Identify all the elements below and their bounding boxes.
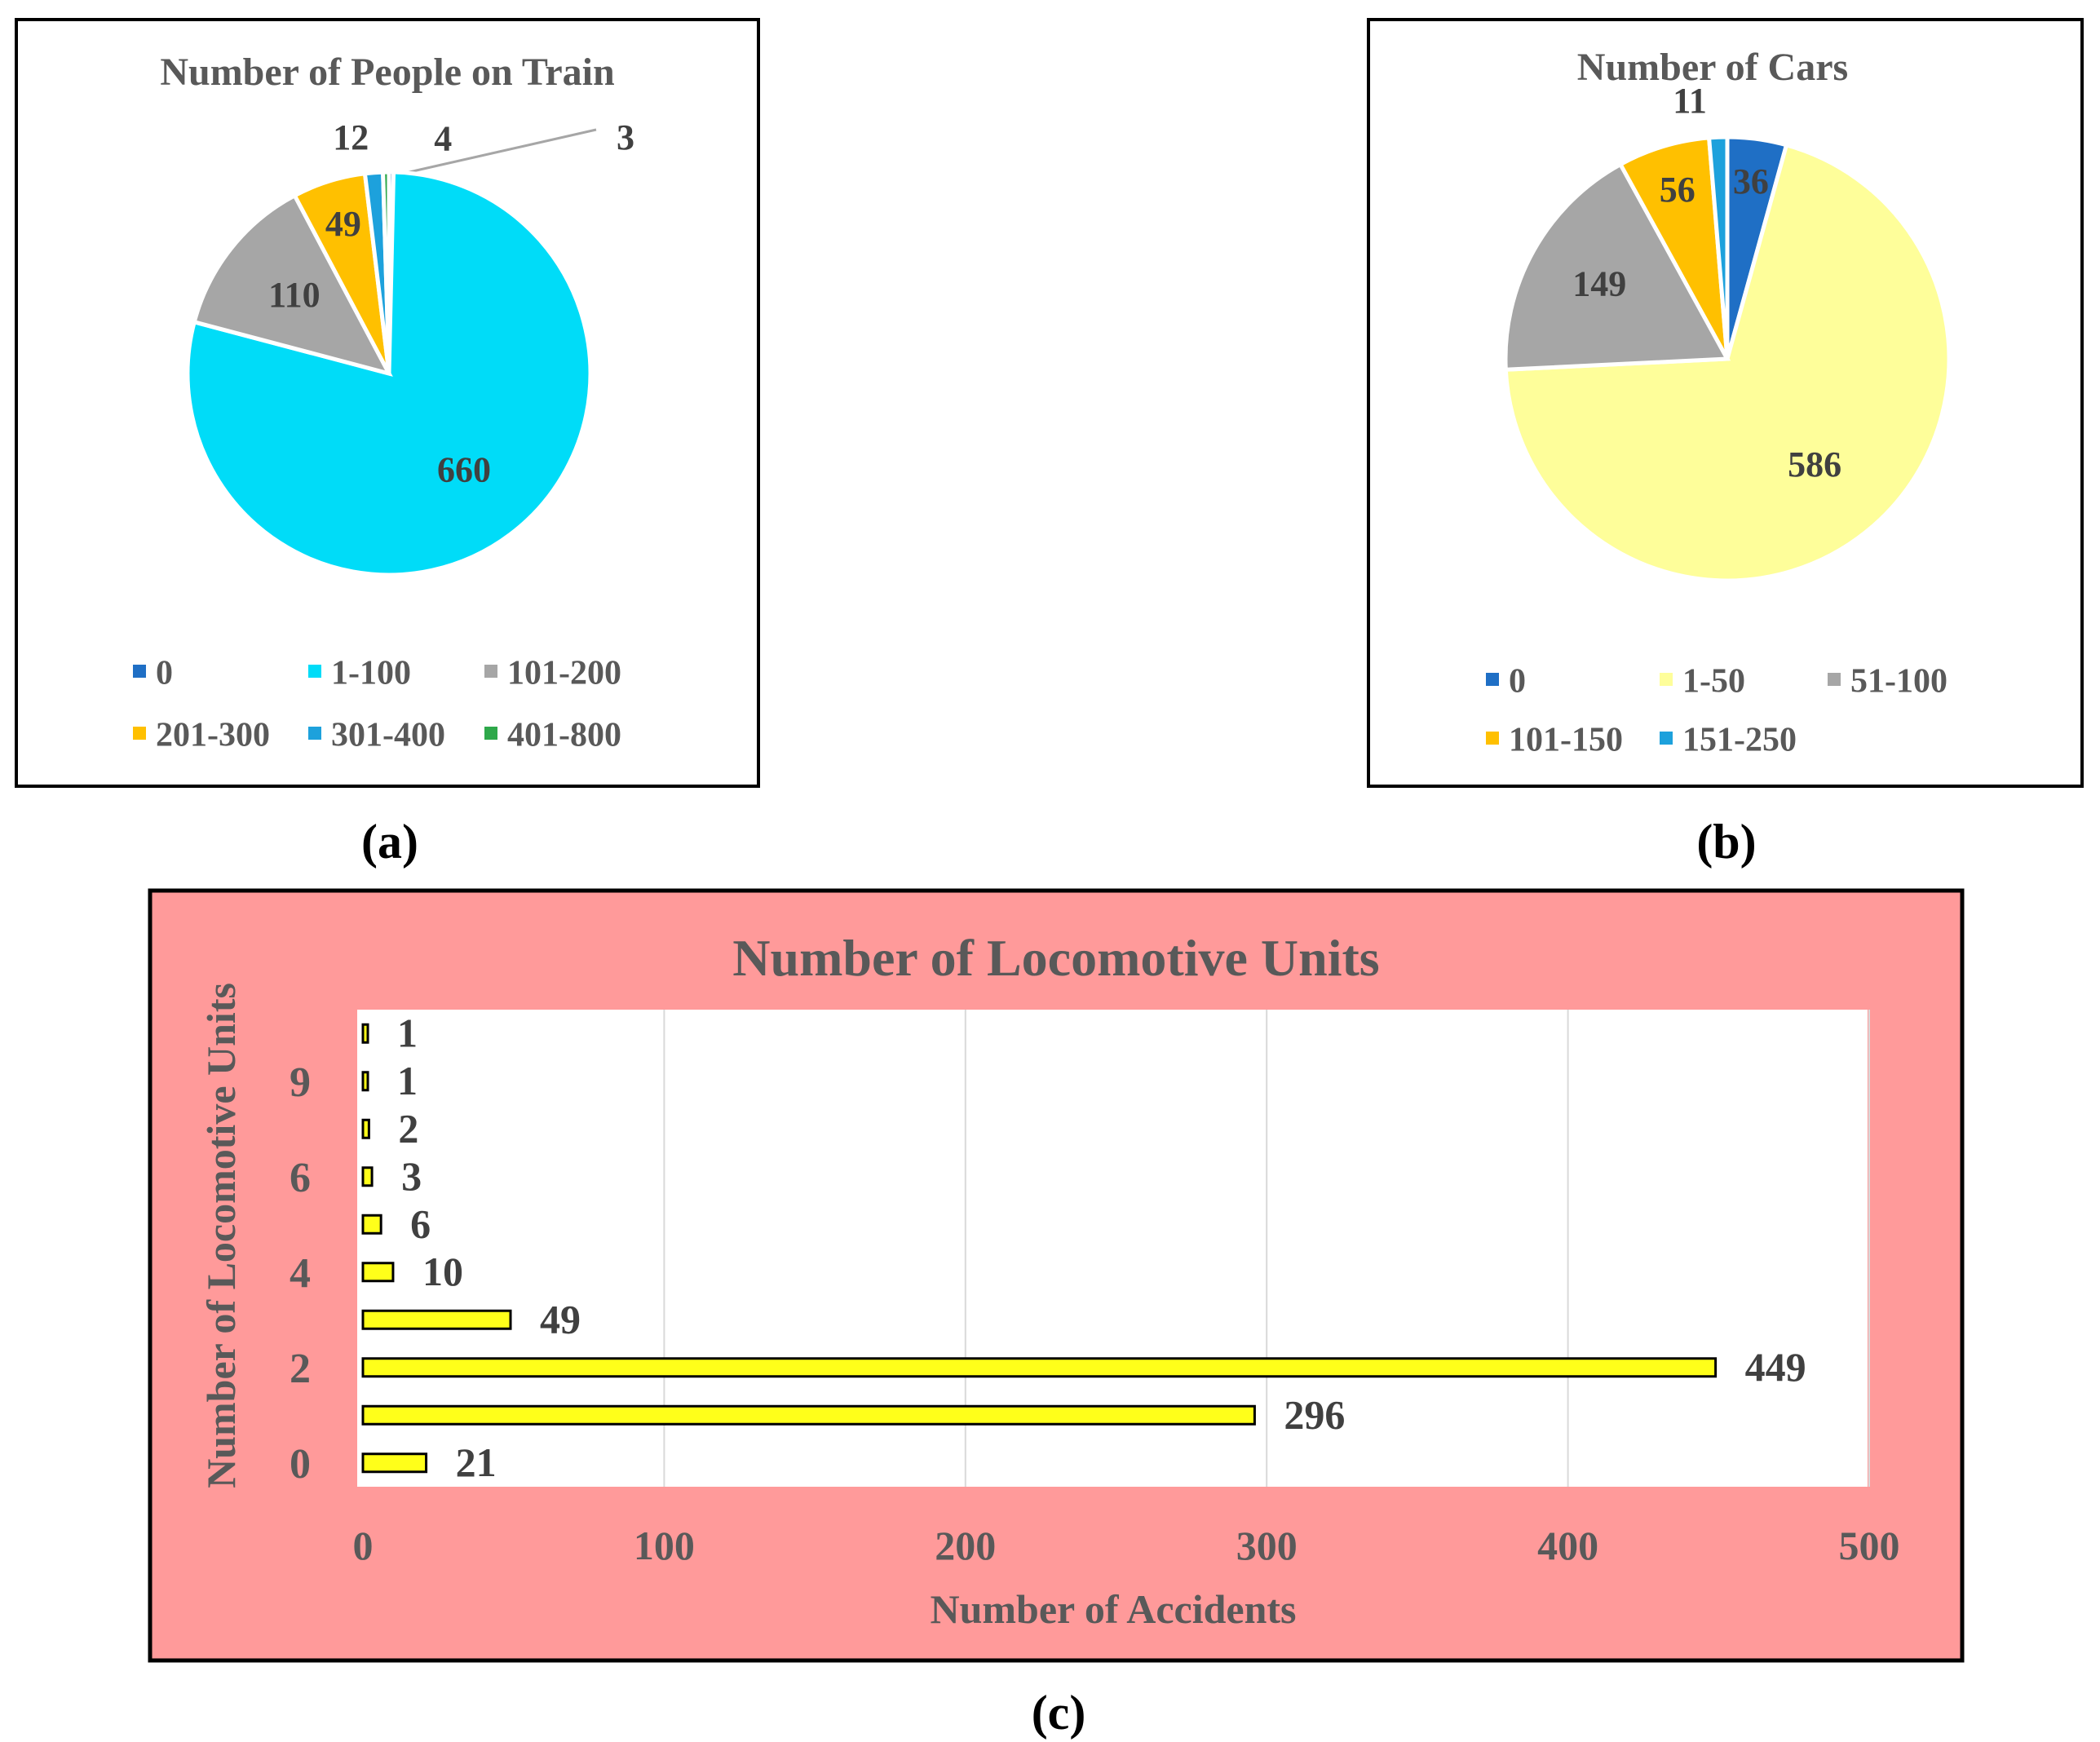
legend-label-51-100: 51-100 bbox=[1850, 663, 1947, 701]
data-label-151-250: 11 bbox=[1673, 81, 1707, 121]
bar-10 bbox=[361, 1023, 369, 1044]
bar-value-0: 21 bbox=[456, 1439, 497, 1485]
panel-b-chart-title: Number of Cars bbox=[1577, 46, 1848, 89]
pie-slice-1-50 bbox=[1503, 142, 1952, 583]
bar-value-3: 49 bbox=[540, 1296, 581, 1342]
data-label-101-150: 56 bbox=[1660, 170, 1695, 210]
bar-3 bbox=[361, 1309, 512, 1330]
leader-line-0 bbox=[391, 128, 597, 178]
y-tick-label-9: 9 bbox=[290, 1059, 311, 1106]
legend-a: 0 1-100 101-200 201-300 301-400 401-800 bbox=[133, 655, 621, 754]
bar-value-2: 449 bbox=[1745, 1344, 1806, 1390]
y-tick-label-6: 6 bbox=[290, 1155, 311, 1201]
legend-label-0: 0 bbox=[1509, 663, 1526, 701]
pie-slice-51-100 bbox=[1503, 161, 1731, 372]
legend-label-401-800: 401-800 bbox=[507, 717, 621, 754]
panel-a-caption: (a) bbox=[361, 815, 418, 869]
legend-swatch-151-250 bbox=[1660, 732, 1673, 745]
bar-0 bbox=[361, 1452, 428, 1474]
legend-label-151-250: 151-250 bbox=[1682, 722, 1797, 759]
bar-9 bbox=[361, 1071, 369, 1092]
legend-swatch-101-150 bbox=[1486, 732, 1499, 745]
data-label-0: 3 bbox=[617, 117, 634, 157]
legend-swatch-101-200 bbox=[484, 665, 497, 678]
x-tick-label-0: 0 bbox=[353, 1523, 374, 1568]
legend-label-101-150: 101-150 bbox=[1509, 722, 1623, 759]
panel-b-caption: (b) bbox=[1696, 815, 1756, 869]
bar-5 bbox=[361, 1214, 382, 1235]
bar-2 bbox=[361, 1357, 1718, 1378]
x-tick-label-200: 200 bbox=[935, 1523, 996, 1568]
bar-value-5: 6 bbox=[410, 1200, 431, 1246]
bar-value-1: 296 bbox=[1284, 1391, 1345, 1437]
x-tick-label-400: 400 bbox=[1537, 1523, 1598, 1568]
legend-label-101-200: 101-200 bbox=[507, 655, 621, 692]
y-tick-label-2: 2 bbox=[290, 1346, 311, 1392]
data-label-51-100: 149 bbox=[1572, 263, 1626, 303]
legend-swatch-0 bbox=[133, 665, 146, 678]
bar-value-4: 10 bbox=[422, 1249, 463, 1294]
bar-value-7: 2 bbox=[398, 1105, 418, 1151]
legend-label-201-300: 201-300 bbox=[156, 717, 270, 754]
panel-a-chart-title: Number of People on Train bbox=[160, 51, 614, 94]
data-label-401-800: 4 bbox=[434, 118, 452, 158]
bar-value-9: 1 bbox=[397, 1058, 418, 1103]
legend-swatch-301-400 bbox=[308, 727, 321, 740]
bar-6 bbox=[361, 1166, 374, 1187]
legend-label-0: 0 bbox=[156, 655, 173, 692]
legend-label-301-400: 301-400 bbox=[331, 717, 445, 754]
pie-slice-151-250 bbox=[1706, 135, 1730, 360]
legend-label-1-50: 1-50 bbox=[1682, 663, 1745, 701]
bar-4 bbox=[361, 1262, 395, 1283]
bar-value-6: 3 bbox=[401, 1153, 422, 1199]
pie-slice-101-200 bbox=[192, 192, 393, 377]
legend-swatch-0 bbox=[1486, 673, 1499, 686]
legend-b: 0 1-50 51-100 101-150 151-250 bbox=[1486, 663, 1947, 759]
bar-1 bbox=[361, 1404, 1256, 1426]
data-label-201-300: 49 bbox=[325, 204, 361, 244]
bar-7 bbox=[361, 1118, 370, 1139]
y-tick-label-4: 4 bbox=[290, 1250, 311, 1297]
panel-c: Number of Locomotive Units 0 100 200 300 400… bbox=[148, 888, 1965, 1663]
legend-label-1-100: 1-100 bbox=[331, 655, 411, 692]
legend-swatch-201-300 bbox=[133, 727, 146, 740]
legend-swatch-401-800 bbox=[484, 727, 497, 740]
x-tick-label-500: 500 bbox=[1839, 1523, 1900, 1568]
panel-c-chart-title: Number of Locomotive Units bbox=[732, 929, 1379, 987]
data-label-1-100: 660 bbox=[437, 449, 491, 489]
data-label-101-200: 110 bbox=[268, 275, 321, 315]
legend-swatch-1-50 bbox=[1660, 673, 1673, 686]
panel-c-caption: (c) bbox=[1032, 1686, 1086, 1740]
data-label-301-400: 12 bbox=[333, 117, 369, 157]
y-tick-label-0: 0 bbox=[290, 1441, 311, 1488]
data-label-1-50: 586 bbox=[1788, 444, 1841, 484]
bar-value-10: 1 bbox=[397, 1010, 418, 1055]
legend-swatch-51-100 bbox=[1828, 673, 1841, 686]
panel-b: Number of Cars 36 586 149 56 11 0 1-50 51-100 1… bbox=[1367, 18, 2084, 788]
x-tick-label-100: 100 bbox=[634, 1523, 695, 1568]
pie-slice-401-800 bbox=[381, 170, 391, 374]
pie-b: 36 586 149 56 11 bbox=[1503, 81, 1952, 583]
x-axis-title: Number of Accidents bbox=[930, 1586, 1296, 1632]
data-label-0: 36 bbox=[1733, 161, 1769, 201]
x-tick-label-300: 300 bbox=[1236, 1523, 1298, 1568]
y-axis-title: Number of Locomotive Units bbox=[198, 983, 244, 1488]
legend-swatch-1-100 bbox=[308, 665, 321, 678]
